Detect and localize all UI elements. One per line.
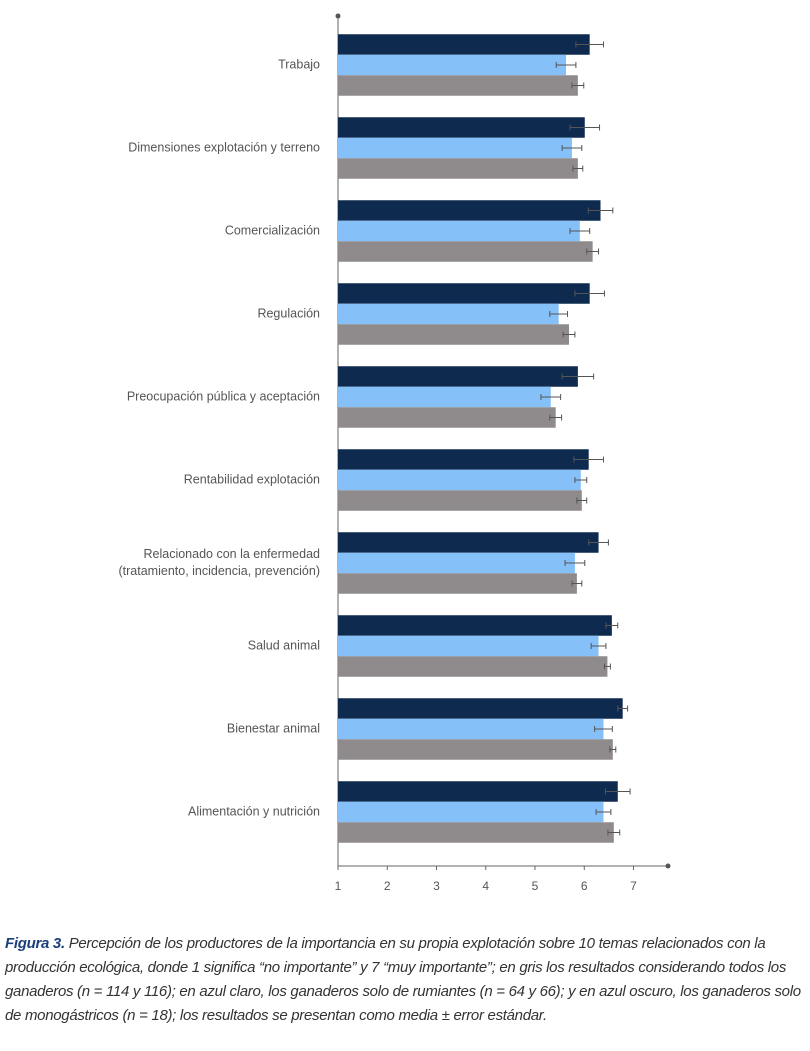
error-bar [569,228,591,234]
error-bar [549,311,569,317]
caption-text: Percepción de los productores de la impo… [5,935,801,1024]
category-label: Rentabilidad explotación [183,472,320,487]
bar [338,54,567,76]
error-bar [564,560,586,566]
x-tick-label: 3 [433,879,440,893]
error-bar [574,290,605,297]
bar [338,698,623,719]
bar [338,573,577,594]
error-bar [609,746,617,753]
bar [338,34,590,55]
bar [338,200,601,221]
chart: 1 2 3 4 5 6 7 [335,13,671,893]
category-label: Salud animal [247,638,320,653]
error-bar [590,643,607,649]
bar [338,137,572,159]
error-bar [587,207,614,214]
bar [338,117,585,138]
x-tick-label: 4 [482,879,489,893]
error-bar [572,165,584,172]
error-bar [571,82,585,89]
bar [338,656,608,677]
category-label: Comercialización [224,223,320,238]
bar [338,718,604,740]
error-bar [549,414,563,421]
error-bar [617,705,629,712]
bar [338,469,581,491]
bar [338,552,575,574]
x-tick-label: 2 [384,879,391,893]
bar [338,75,578,96]
error-bar [561,145,583,151]
error-bar [569,124,601,131]
error-bar [561,373,595,380]
bar [338,449,589,470]
category-label: Bienestar animal [226,721,320,736]
x-tick-label: 7 [630,879,637,893]
bar [338,801,604,823]
error-bar [607,829,621,836]
bar [338,220,580,242]
category-label: Dimensiones explotación y terreno [128,140,320,155]
x-tick-label: 6 [581,879,588,893]
bar [338,781,618,802]
bar [338,241,593,262]
bar [338,615,612,636]
error-bar [540,394,562,400]
error-bar [595,809,612,815]
axis-end [665,863,671,869]
error-bar [605,622,619,629]
bar [338,822,614,843]
axis-end [335,13,341,19]
caption-label: Figura 3. [5,935,65,952]
error-bar [573,456,604,463]
error-bar [586,248,600,255]
bar [338,158,578,179]
category-label: Preocupación pública y aceptación [126,389,320,404]
error-bar [594,726,613,732]
error-bar [576,497,588,504]
category-label: Alimentación y nutrición [187,804,320,819]
category-label: Trabajo [278,57,320,72]
bar [338,324,569,345]
caption: Figura 3. Percepción de los productores … [5,932,805,1028]
bar [338,407,556,428]
bar [338,532,599,553]
bar [338,303,559,325]
x-tick-label: 5 [532,879,539,893]
bar [338,739,613,760]
error-bar [562,331,576,338]
error-bar [603,663,611,670]
error-bar [604,788,631,795]
error-bar [555,62,577,68]
bar [338,283,590,304]
bar [338,490,582,511]
bar [338,386,551,408]
error-bar [588,539,609,546]
error-bar [571,580,583,587]
bar [338,366,578,387]
error-bar [574,477,588,483]
x-tick-label: 1 [335,879,342,893]
bar [338,635,599,657]
category-label: Regulación [257,306,320,321]
error-bar [575,41,604,48]
category-label: Relacionado con la enfermedad (tratamien… [118,547,321,578]
